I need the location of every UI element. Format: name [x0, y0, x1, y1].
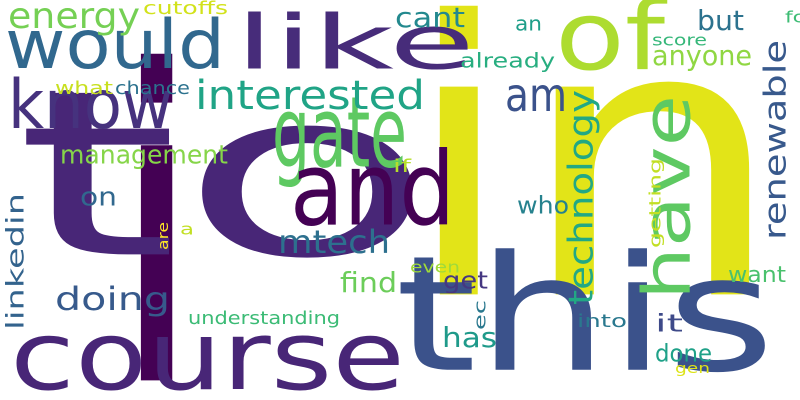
word-what: what	[55, 78, 113, 99]
word-like: like	[235, 0, 475, 87]
word-but: but	[697, 4, 744, 37]
word-to: to	[15, 42, 435, 309]
word-cant: cant	[395, 1, 465, 34]
word-know: know	[8, 66, 173, 145]
word-done: done	[655, 340, 712, 368]
word-linkedin: linkedin	[2, 193, 30, 330]
word-would: would	[5, 6, 225, 85]
word-in: in	[400, 0, 785, 384]
word-if: if	[393, 156, 412, 177]
word-am: am	[505, 68, 567, 122]
word-a: a	[180, 219, 194, 238]
word-and: and	[290, 131, 455, 250]
word-are: are	[156, 222, 172, 250]
word-have: have	[628, 95, 705, 300]
word-anyone: anyone	[652, 39, 752, 72]
word-want: want	[728, 263, 786, 288]
word-technology: technology	[562, 90, 602, 305]
word-i: i	[108, 0, 205, 400]
word-understanding: understanding	[188, 308, 340, 329]
word-interested: interested	[195, 73, 425, 119]
word-an: an	[515, 12, 542, 36]
word-chance: chance	[115, 78, 190, 99]
word-course: course	[10, 302, 405, 400]
word-already: already	[460, 49, 555, 73]
word-ec: ec	[470, 300, 489, 330]
word-energy: energy	[8, 0, 140, 37]
word-get: get	[443, 267, 488, 295]
word-cutoffs: cutoffs	[143, 0, 228, 19]
word-on: on	[80, 182, 117, 212]
word-who: who	[517, 192, 569, 220]
word-renewable: renewable	[758, 40, 793, 240]
word-has: has	[442, 321, 497, 354]
word-gate: gate	[272, 76, 407, 190]
word-gen: gen	[675, 361, 710, 377]
word-mtech: mtech	[278, 223, 390, 261]
word-this: this	[395, 221, 775, 400]
word-it: it	[655, 310, 683, 338]
word-for: for	[785, 7, 800, 26]
word-of: of	[555, 0, 668, 92]
word-management: management	[60, 140, 228, 170]
word-find: find	[340, 266, 397, 299]
word-into: into	[577, 311, 627, 332]
word-score: score	[652, 30, 707, 49]
word-doing: doing	[55, 280, 170, 318]
word-even: even	[410, 257, 460, 276]
word-getting: getting	[645, 158, 664, 248]
